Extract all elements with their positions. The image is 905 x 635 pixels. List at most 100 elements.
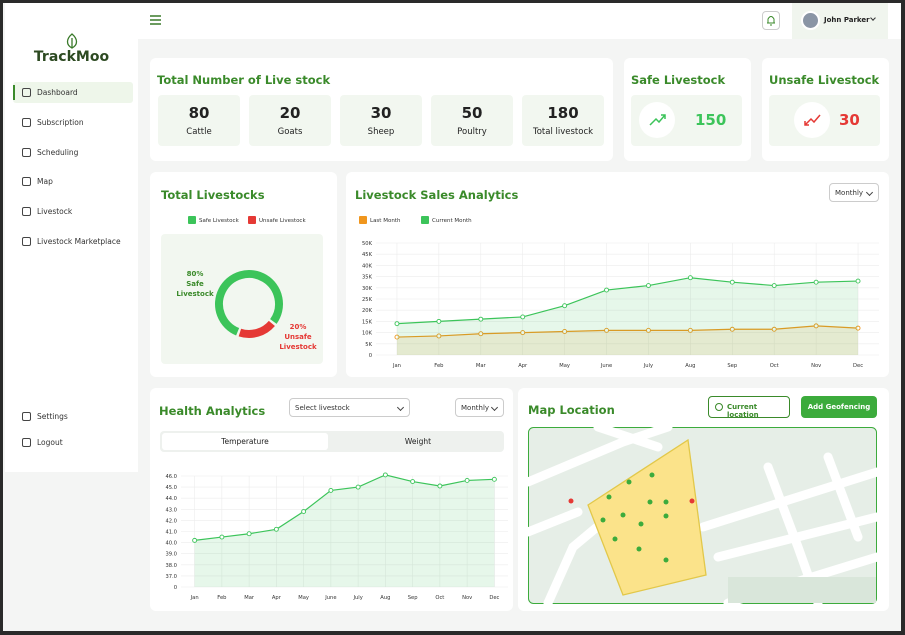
point bbox=[273, 526, 279, 532]
y-tick-label: 46.0 bbox=[165, 474, 177, 480]
nav-label: Livestock Marketplace bbox=[37, 237, 121, 246]
point bbox=[192, 537, 198, 543]
nav-item[interactable]: Livestock bbox=[15, 201, 133, 222]
x-tick-label: Apr bbox=[518, 363, 528, 369]
stat-value: 20 bbox=[279, 104, 301, 122]
bell-icon bbox=[767, 16, 775, 26]
chart-title: Total Livestocks bbox=[161, 188, 265, 202]
nav-icon bbox=[22, 412, 31, 421]
tab-active[interactable]: Temperature bbox=[162, 433, 328, 450]
unsafe-card: Unsafe Livestock 30 bbox=[762, 58, 889, 161]
health-chart: 0 37.0 38.0 39.0 40.0 41.0 42.0 43.0 44.0 45.0 46.… bbox=[165, 472, 508, 601]
y-tick-label: 30K bbox=[362, 286, 373, 292]
point bbox=[562, 303, 568, 309]
nav-label: Subscription bbox=[37, 118, 84, 127]
nav-item[interactable]: Settings bbox=[15, 406, 133, 427]
point bbox=[410, 479, 416, 485]
pie-value-label: 80% bbox=[186, 270, 204, 278]
point bbox=[813, 323, 819, 329]
nav-item[interactable]: Map bbox=[15, 171, 133, 192]
current-location-button[interactable]: Current location bbox=[708, 396, 790, 419]
card-title: Unsafe Livestock bbox=[769, 73, 880, 87]
legend-label: Last Month bbox=[370, 218, 401, 224]
y-tick-label: 0 bbox=[369, 353, 372, 359]
y-tick-label: 44.0 bbox=[165, 496, 177, 502]
add-geofencing-button[interactable]: Add Geofencing bbox=[801, 396, 877, 418]
point bbox=[491, 476, 497, 482]
nav-item[interactable]: Livestock Marketplace bbox=[15, 231, 133, 252]
y-tick-label: 35K bbox=[362, 275, 373, 281]
legend-label: Unsafe Livestock bbox=[259, 218, 306, 224]
header: John Parker bbox=[138, 3, 901, 39]
sidebar: TrackMoo Dashboard Subscription Scheduling… bbox=[5, 3, 138, 472]
nav-icon bbox=[22, 177, 31, 186]
x-tick-label: Mar bbox=[244, 595, 255, 601]
x-tick-label: Jan bbox=[392, 363, 401, 369]
nav-item[interactable]: Dashboard bbox=[15, 82, 133, 103]
map[interactable] bbox=[528, 427, 877, 604]
user-menu[interactable]: John Parker bbox=[792, 3, 888, 39]
menu-toggle[interactable] bbox=[150, 15, 162, 25]
y-tick-label: 40.0 bbox=[165, 541, 177, 547]
stat-label: Total livestock bbox=[532, 127, 594, 137]
x-tick-label: Oct bbox=[435, 595, 444, 601]
point bbox=[436, 333, 442, 339]
y-tick-label: 40K bbox=[362, 263, 373, 269]
pie-value-label: 20% bbox=[289, 323, 307, 331]
stat-box: 80 Cattle bbox=[158, 95, 240, 146]
line bbox=[194, 474, 495, 541]
legend-label: Safe Livestock bbox=[199, 218, 240, 224]
nav-icon bbox=[22, 118, 31, 127]
period-select[interactable]: Monthly bbox=[829, 183, 879, 202]
x-tick-label: Aug bbox=[380, 595, 390, 601]
point bbox=[328, 487, 334, 493]
point bbox=[394, 321, 400, 327]
sales-card: Livestock Sales Analytics Monthly Last M… bbox=[346, 172, 889, 377]
safe-card: Safe Livestock 150 bbox=[624, 58, 751, 161]
chevron bbox=[870, 15, 876, 21]
app: TrackMoo Dashboard Subscription Scheduling… bbox=[3, 3, 901, 631]
point bbox=[478, 316, 484, 322]
x-tick-label: Dec bbox=[489, 595, 499, 601]
nav-item[interactable]: Subscription bbox=[15, 112, 133, 133]
nav-label: Settings bbox=[37, 412, 68, 421]
nav-item[interactable]: Scheduling bbox=[15, 142, 133, 163]
nav-icon bbox=[22, 237, 31, 246]
x-tick-label: Sep bbox=[408, 595, 418, 601]
y-tick-label: 10K bbox=[362, 331, 373, 337]
point bbox=[646, 327, 651, 333]
nav-item[interactable]: Logout bbox=[15, 432, 133, 453]
point bbox=[771, 283, 777, 289]
point bbox=[855, 325, 861, 331]
stat-box: 20 Goats bbox=[249, 95, 331, 146]
point bbox=[604, 327, 609, 333]
y-tick-label: 25K bbox=[362, 297, 373, 303]
stat-value: 30 bbox=[370, 104, 392, 122]
pie-chart: Safe Livestock Unsafe Livestock bbox=[188, 216, 306, 338]
point bbox=[464, 477, 470, 483]
chart-title: Health Analytics bbox=[159, 404, 266, 418]
nav-icon bbox=[22, 88, 31, 97]
point bbox=[436, 318, 442, 324]
user-name: John Parker bbox=[824, 16, 870, 24]
livestock-select[interactable]: Select livestock bbox=[289, 398, 410, 417]
period-select[interactable]: Monthly bbox=[455, 398, 504, 417]
point bbox=[604, 287, 609, 293]
x-tick-label: May bbox=[559, 363, 570, 369]
point bbox=[646, 283, 651, 289]
y-tick-label: 0 bbox=[174, 585, 177, 591]
point bbox=[771, 326, 777, 332]
notification-button[interactable] bbox=[762, 11, 780, 30]
stat-value: 180 bbox=[547, 104, 579, 122]
pie-label: 20% Unsafe Livestock bbox=[276, 322, 320, 352]
point bbox=[729, 326, 735, 332]
legend-swatch bbox=[248, 216, 256, 224]
tab[interactable]: Weight bbox=[404, 437, 432, 446]
point bbox=[520, 314, 526, 320]
point bbox=[562, 329, 568, 334]
y-tick-label: 45.0 bbox=[165, 485, 177, 491]
nav-label: Livestock bbox=[37, 207, 73, 216]
trend-up-icon bbox=[639, 102, 675, 138]
x-tick-label: July bbox=[643, 363, 653, 369]
area bbox=[194, 474, 495, 587]
